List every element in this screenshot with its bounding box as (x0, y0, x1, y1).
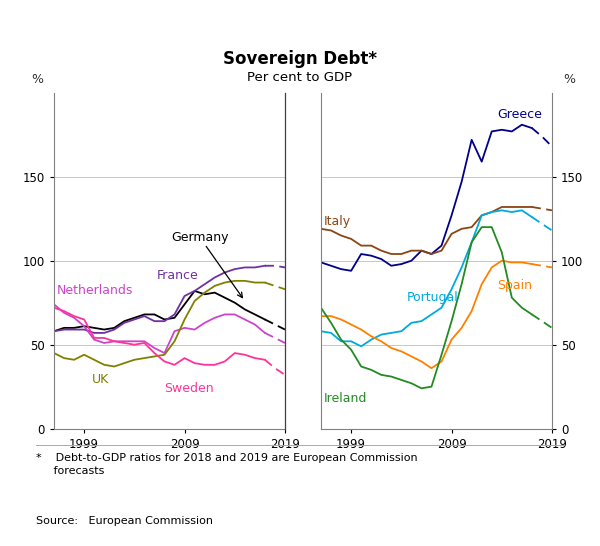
Text: Sovereign Debt*: Sovereign Debt* (223, 50, 377, 68)
Text: Greece: Greece (497, 108, 542, 121)
Text: %: % (563, 73, 575, 86)
Text: Sweden: Sweden (164, 382, 214, 395)
Text: Netherlands: Netherlands (57, 284, 133, 297)
Text: Ireland: Ireland (324, 391, 367, 405)
Text: Portugal: Portugal (406, 291, 458, 304)
Text: Italy: Italy (324, 216, 351, 228)
Text: Germany: Germany (171, 230, 242, 298)
Text: Source:   European Commission: Source: European Commission (36, 516, 213, 526)
Text: %: % (31, 73, 43, 86)
Text: Per cent to GDP: Per cent to GDP (247, 70, 353, 84)
Text: *    Debt-to-GDP ratios for 2018 and 2019 are European Commission
     forecasts: * Debt-to-GDP ratios for 2018 and 2019 a… (36, 453, 418, 476)
Text: Spain: Spain (497, 279, 532, 292)
Text: UK: UK (92, 373, 109, 386)
Text: France: France (157, 269, 198, 282)
